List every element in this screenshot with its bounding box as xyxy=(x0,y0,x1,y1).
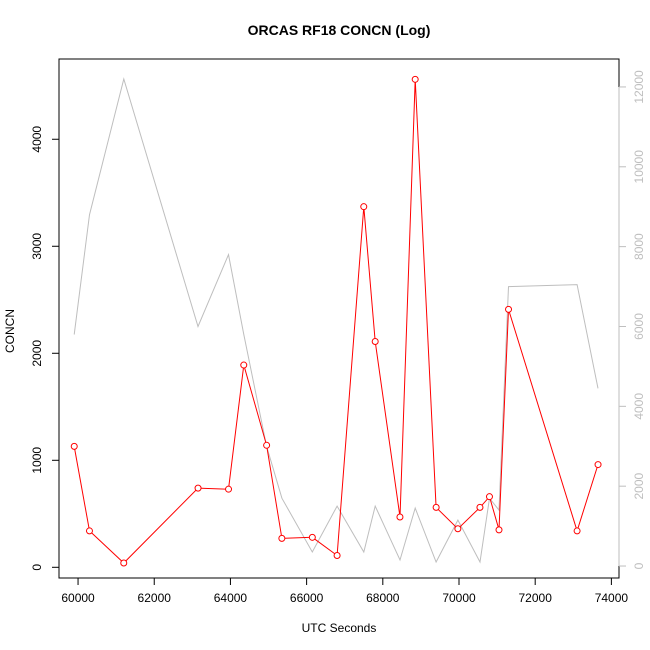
y2-tick-label: 0 xyxy=(632,562,646,569)
data-point xyxy=(371,338,379,346)
y2-tick-label: 12000 xyxy=(632,70,646,104)
data-point xyxy=(278,534,286,542)
data-point xyxy=(120,559,128,567)
y-tick-label: 3000 xyxy=(30,233,44,260)
data-point xyxy=(573,527,581,535)
data-point xyxy=(225,485,233,493)
y-axis-label: CONCN xyxy=(3,309,17,353)
data-point xyxy=(454,525,462,533)
y2-tick-label: 8000 xyxy=(632,233,646,260)
series-line-concn xyxy=(73,79,599,564)
x-tick-label: 60000 xyxy=(61,591,95,605)
y-axis-right: 0 2000 4000 6000 8000 10000 12000 xyxy=(618,70,646,569)
data-point xyxy=(495,526,503,534)
data-point xyxy=(594,461,602,469)
x-tick-label: 72000 xyxy=(519,591,553,605)
data-point xyxy=(432,503,440,511)
y-tick-label: 0 xyxy=(30,564,44,571)
data-point xyxy=(505,305,513,313)
data-point xyxy=(333,552,341,560)
data-point xyxy=(194,484,202,492)
x-axis: 60000 62000 64000 66000 68000 70000 72000 74000 xyxy=(61,577,629,605)
data-point xyxy=(476,503,484,511)
x-tick-label: 66000 xyxy=(290,591,324,605)
x-tick-label: 64000 xyxy=(214,591,248,605)
series-line-secondary xyxy=(73,77,599,564)
x-tick-label: 70000 xyxy=(442,591,476,605)
x-axis-label: UTC Seconds xyxy=(302,621,377,635)
data-point xyxy=(411,75,419,83)
chart-title: ORCAS RF18 CONCN (Log) xyxy=(248,22,431,38)
y2-tick-label: 6000 xyxy=(632,313,646,340)
data-point xyxy=(308,533,316,541)
data-point xyxy=(70,442,78,450)
data-point xyxy=(396,513,404,521)
data-point xyxy=(485,493,493,501)
data-point xyxy=(240,361,248,369)
data-point xyxy=(85,527,93,535)
y-tick-label: 1000 xyxy=(30,447,44,474)
x-tick-label: 62000 xyxy=(138,591,172,605)
y2-tick-label: 2000 xyxy=(632,473,646,500)
x-tick-label: 68000 xyxy=(366,591,400,605)
y-axis-left: 0 1000 2000 3000 4000 xyxy=(30,126,60,571)
data-point xyxy=(360,203,368,211)
series-layer xyxy=(70,75,602,567)
data-point xyxy=(263,441,271,449)
y2-tick-label: 4000 xyxy=(632,393,646,420)
y-tick-label: 2000 xyxy=(30,340,44,367)
plot-frame xyxy=(58,58,620,579)
y2-tick-label: 10000 xyxy=(632,150,646,184)
y-tick-label: 4000 xyxy=(30,126,44,153)
x-tick-label: 74000 xyxy=(595,591,629,605)
